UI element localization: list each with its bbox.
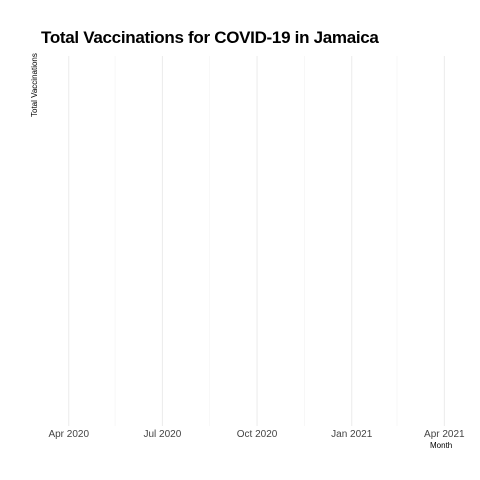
minor-grid <box>114 56 398 426</box>
y-axis-title: Total Vaccinations <box>30 53 39 117</box>
x-tick-label: Apr 2020 <box>48 429 89 440</box>
x-tick-label: Jan 2021 <box>331 429 373 440</box>
x-tick-label: Jul 2020 <box>143 429 181 440</box>
x-axis-title: Month <box>430 441 452 450</box>
x-axis-tick-labels: Apr 2020 Jul 2020 Oct 2020 Jan 2021 Apr 2021 <box>48 429 465 440</box>
x-tick-label: Oct 2020 <box>237 429 278 440</box>
x-tick-label: Apr 2021 <box>424 429 465 440</box>
major-grid <box>68 56 445 426</box>
chart-title: Total Vaccinations for COVID-19 in Jamai… <box>41 28 379 47</box>
